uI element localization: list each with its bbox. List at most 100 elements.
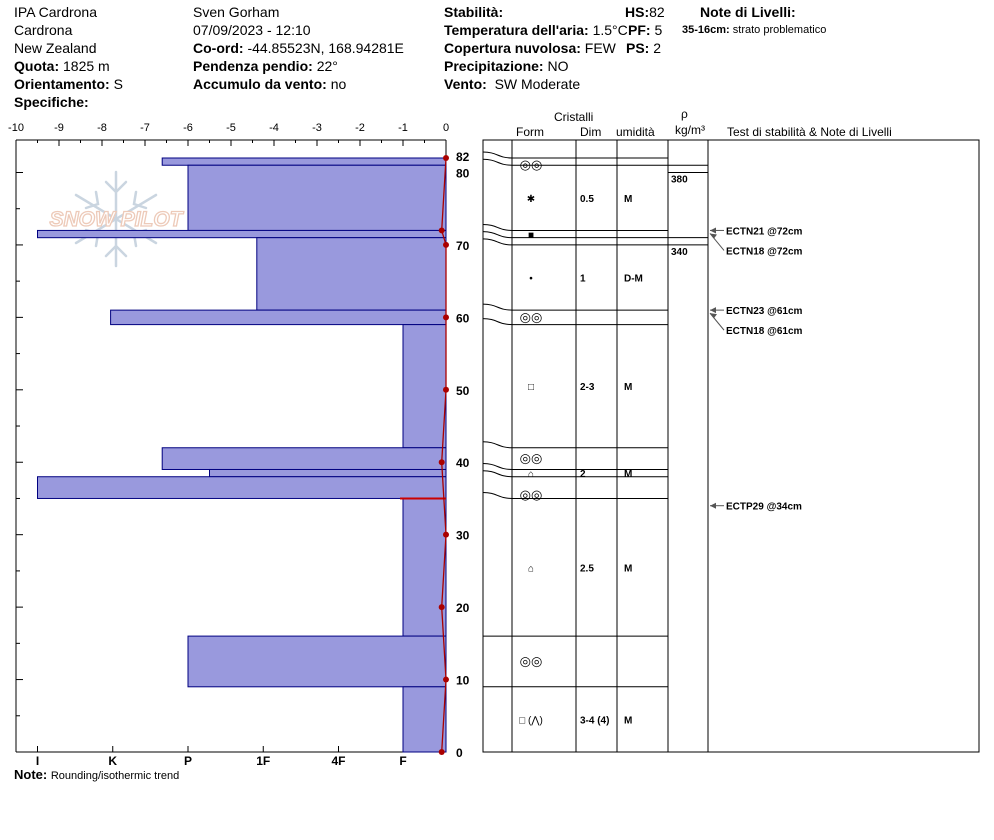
density-value: 340 [671,247,688,258]
hardness-bar [161,157,447,166]
temp-tick-label: -4 [269,122,279,134]
hardness-bar [402,686,447,753]
test-arrowhead [710,307,716,314]
crystal-size: 0.5 [580,194,594,205]
note: Note: Rounding/isothermic trend [14,767,180,782]
crystal-size: 2 [580,469,586,480]
stability: Stabilità: [444,4,504,20]
temp-tick-label: -5 [226,122,236,134]
rho-header: ρ [681,107,688,121]
layer-note: 35-16cm: strato problematico [682,24,827,36]
hardness-tick-label: P [184,754,192,768]
table-frame [482,139,980,753]
aspect: Orientamento: S [14,76,123,92]
moisture-value: M [624,382,632,393]
crystal-form: ◎◎ [520,157,543,172]
hardness-tick-label: F [399,754,406,768]
ski-penetration: PS: 2 [626,40,662,56]
temp-tick-label: -7 [140,122,150,134]
location-name: IPA Cardrona [14,4,98,20]
slope-angle: Pendenza pendio: 22° [193,58,338,74]
temp-tick-label: 0 [443,122,449,134]
hardness-bar [256,237,447,311]
moisture-value: M [624,563,632,574]
size-header: Dim [580,125,602,139]
crystal-size: 2-3 [580,382,595,393]
watermark-text: SNOW PILOT [50,208,185,231]
temp-tick-label: -10 [8,122,24,134]
temperature-point [438,459,445,466]
hardness-bar [187,164,447,231]
stability-test-label: ECTN21 @72cm [726,226,803,237]
coordinates: Co-ord: -44.85523N, 168.94281E [193,40,404,56]
hardness-tick-label: 1F [256,754,270,768]
temp-tick-label: -9 [54,122,64,134]
crystal-size: 1 [580,274,586,285]
moisture-header: umidità [616,125,655,139]
depth-tick-label: 30 [456,529,470,543]
temperature-point [438,227,445,234]
layer-connector [482,151,513,159]
hardness-bar [37,476,447,499]
depth-tick-label: 60 [456,311,470,325]
hardness-bar [110,309,447,326]
layer-connector [482,318,513,326]
temp-tick-label: -6 [183,122,193,134]
layer-connector [482,158,513,166]
temperature-point [438,749,445,755]
test-arrowhead [710,227,716,234]
crystal-size: 2.5 [580,563,594,574]
hardness-tick-label: I [36,754,39,768]
hardness-bar [402,324,447,449]
stability-test-label: ECTN18 @61cm [726,326,803,337]
hardness-bar [161,447,447,470]
depth-tick-label: 40 [456,456,470,470]
precipitation: Precipitazione: NO [444,58,569,74]
depth-tick-label: 10 [456,674,470,688]
depth-tick-label: 70 [456,239,470,253]
crystal-form: ◎◎ [520,487,543,502]
wind: Vento: SW Moderate [444,76,581,92]
moisture-value: D-M [624,274,643,285]
layer-connector [482,303,513,311]
snow-height: HS:82 [625,4,665,20]
crystal-form: ⌂ [528,469,534,480]
moisture-value: M [624,469,632,480]
density-value: 380 [671,174,688,185]
crystal-form: ◎◎ [520,653,543,668]
depth-tick-label: 50 [456,384,470,398]
crystal-form: ◎◎ [520,309,543,324]
location-country: New Zealand [14,40,97,56]
layer-connector [482,441,513,449]
crystals-header: Cristalli [554,110,594,124]
elevation: Quota: 1825 m [14,58,110,74]
test-arrowhead [710,313,717,319]
depth-tick-label: 80 [456,166,470,180]
depth-tick-label: 0 [456,746,463,760]
layer-connector [482,462,513,470]
form-header: Form [516,125,544,139]
hardness-tick-label: 4F [331,754,345,768]
temp-tick-label: -1 [398,122,408,134]
temp-tick-label: -2 [355,122,365,134]
crystal-form: □ [528,382,534,393]
temperature-point [438,604,445,611]
layer-notes-title: Note di Livelli: [700,4,796,20]
test-arrowhead [710,233,717,239]
crystal-size: 3-4 (4) [580,715,609,726]
crystal-form: ⌂ [528,563,534,574]
temperature-point [443,155,449,161]
specifics-label: Specifiche: [14,94,89,110]
depth-tick-label: 20 [456,601,470,615]
temperature-point [443,386,449,393]
observer: Sven Gorham [193,4,280,20]
hardness-bar [402,497,447,637]
layer-connector [482,491,513,499]
tests-header: Test di stabilità & Note di Livelli [727,125,892,139]
temperature-point [443,676,449,683]
density-unit-header: kg/m³ [675,123,705,137]
layer-connector [482,223,513,231]
stability-test-label: ECTN23 @61cm [726,306,803,317]
hardness-bar [209,468,447,478]
